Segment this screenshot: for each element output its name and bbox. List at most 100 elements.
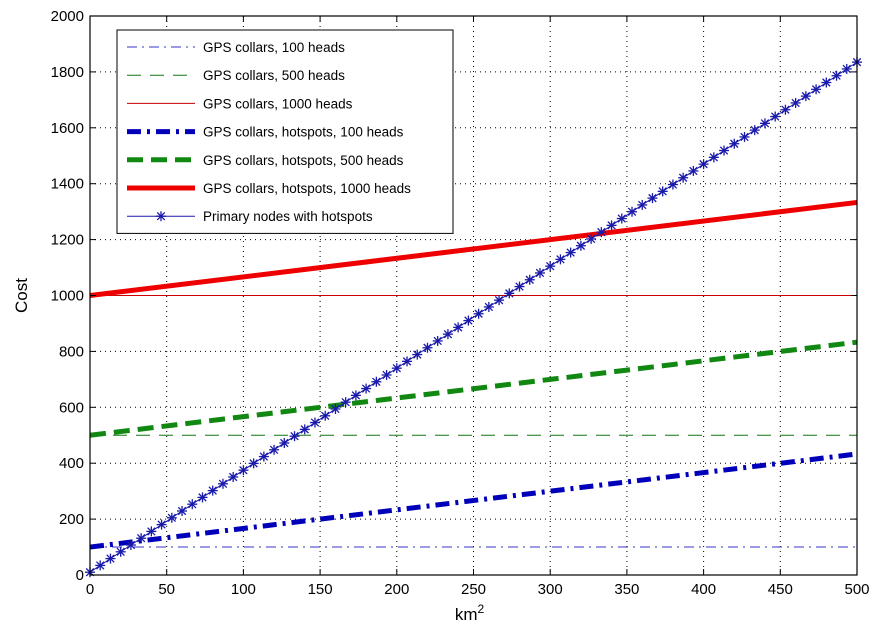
x-tick-label: 400	[691, 581, 716, 598]
legend-star-marker	[156, 211, 166, 222]
y-tick-label: 1400	[51, 176, 84, 193]
series-7-marker	[831, 70, 842, 81]
series-7-marker	[575, 240, 586, 251]
series-7-marker	[279, 437, 290, 448]
series-7-marker	[95, 560, 106, 571]
series-7-marker	[207, 485, 218, 496]
axis-ticks: 0 50 100 150 200 250 300 350 400 450 500 0 200 400 600…	[51, 8, 870, 598]
series-7-marker	[391, 363, 402, 374]
x-tick-label: 300	[538, 581, 563, 598]
series-7-marker	[790, 97, 801, 108]
y-tick-label: 800	[59, 343, 84, 360]
series-group	[85, 57, 862, 578]
series-7-marker	[678, 172, 689, 183]
series-7-marker	[442, 329, 453, 340]
x-tick-label: 500	[844, 581, 869, 598]
series-7-marker	[125, 540, 136, 551]
series-7-marker	[402, 356, 413, 367]
series-7-marker	[749, 125, 760, 136]
series-line-5	[89, 339, 858, 438]
legend-label: GPS collars, hotspots, 100 heads	[203, 125, 404, 140]
series-7-marker	[688, 165, 699, 176]
series-7-marker	[166, 512, 177, 523]
series-7-marker	[565, 247, 576, 258]
series-7-marker	[187, 499, 198, 510]
series-7-marker	[432, 335, 443, 346]
series-7-marker	[177, 505, 188, 516]
series-line-4	[89, 451, 858, 550]
series-7-marker	[350, 390, 361, 401]
series-7-marker	[759, 118, 770, 129]
series-7-marker	[483, 301, 494, 312]
series-7-marker	[371, 376, 382, 387]
series-7-marker	[545, 261, 556, 272]
series-7-marker	[667, 179, 678, 190]
series-7-marker	[473, 308, 484, 319]
series-7-marker	[228, 471, 239, 482]
series-7-marker	[504, 288, 515, 299]
series-7-marker	[156, 519, 167, 530]
series-7-marker	[320, 410, 331, 421]
y-axis-label: Cost	[12, 278, 31, 313]
series-7-marker	[136, 533, 147, 544]
series-7-marker	[289, 431, 300, 442]
y-tick-label: 1000	[51, 288, 84, 305]
series-7-marker	[269, 444, 280, 455]
x-tick-label: 100	[231, 581, 256, 598]
series-7-marker	[841, 63, 852, 74]
grid	[90, 16, 857, 575]
legend-box	[116, 29, 454, 234]
series-7-marker	[821, 77, 832, 88]
series-line-6	[89, 199, 858, 298]
series-7-marker	[555, 254, 566, 265]
series-7-marker	[811, 84, 822, 95]
series-7-marker	[780, 104, 791, 115]
series-7-marker	[616, 213, 627, 224]
y-tick-label: 200	[59, 511, 84, 528]
series-7-marker	[381, 369, 392, 380]
series-7-marker	[800, 91, 811, 102]
series-7-marker	[248, 458, 259, 469]
legend-label: GPS collars, hotspots, 1000 heads	[203, 181, 411, 196]
series-7-marker	[534, 267, 545, 278]
legend-label: GPS collars, 1000 heads	[203, 96, 353, 111]
legend-label: GPS collars, 100 heads	[203, 40, 345, 55]
series-7-marker	[412, 349, 423, 360]
series-line-7	[89, 61, 858, 573]
series-7-marker	[299, 424, 310, 435]
legend-label: Primary nodes with hotspots	[203, 209, 373, 224]
series-7-marker	[146, 526, 157, 537]
x-tick-label: 50	[158, 581, 175, 598]
series-7-marker	[514, 281, 525, 292]
legend-label: GPS collars, 500 heads	[203, 68, 345, 83]
y-tick-label: 600	[59, 399, 84, 416]
series-7-marker	[719, 145, 730, 156]
series-7-marker	[698, 159, 709, 170]
series-7-marker	[217, 478, 228, 489]
series-7-marker	[637, 199, 648, 210]
series-7-marker	[739, 131, 750, 142]
x-tick-label: 200	[384, 581, 409, 598]
series-7-marker	[770, 111, 781, 122]
series-7-marker	[309, 417, 320, 428]
series-7-marker	[238, 465, 249, 476]
series-7-marker	[657, 186, 668, 197]
series-7-marker	[647, 193, 658, 204]
series-7-marker	[330, 403, 341, 414]
series-7-marker	[606, 220, 617, 231]
x-axis-label-base: km	[455, 605, 478, 624]
x-axis-label: km2	[455, 602, 485, 624]
series-7-marker	[729, 138, 740, 149]
series-7-marker	[258, 451, 269, 462]
series-7-marker	[197, 492, 208, 503]
x-tick-label: 250	[461, 581, 486, 598]
x-axis-label-superscript: 2	[477, 602, 484, 616]
series-7-marker	[361, 383, 372, 394]
y-tick-label: 400	[59, 455, 84, 472]
y-tick-label: 0	[76, 567, 84, 584]
legend: GPS collars, 100 heads GPS collars, 500 h…	[116, 29, 454, 234]
series-7-marker	[115, 546, 126, 557]
y-tick-label: 1800	[51, 64, 84, 81]
